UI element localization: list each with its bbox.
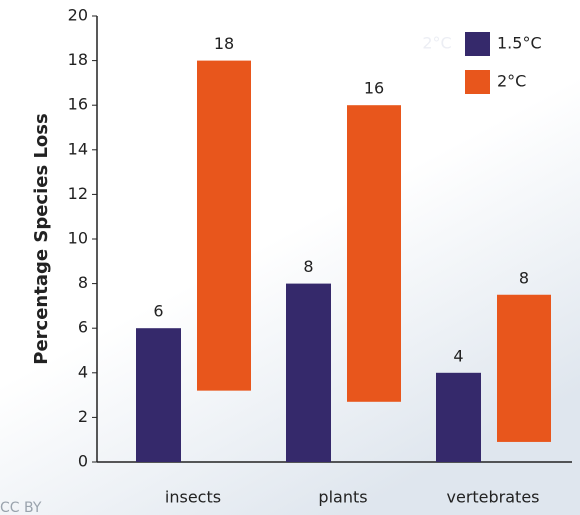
y-tick-label: 4 [78, 362, 88, 381]
data-label: 18 [214, 34, 234, 53]
bar [286, 284, 331, 462]
y-axis-label: Percentage Species Loss [31, 113, 52, 364]
data-label: 8 [519, 268, 529, 287]
bar [436, 373, 481, 462]
y-tick-label: 8 [78, 273, 88, 292]
legend-label: 2°C [497, 72, 526, 91]
bar [347, 105, 401, 402]
y-tick-label: 14 [68, 139, 88, 158]
legend-label: 1.5°C [497, 34, 542, 53]
bar [497, 295, 551, 442]
chart: Percentage Species Loss 2°C CC BY 0 2 4 6 8 1… [0, 0, 580, 515]
x-tick-label: insects [165, 488, 221, 507]
x-tick-label: vertebrates [447, 488, 540, 507]
legend-swatch [465, 32, 490, 56]
bar [136, 328, 181, 462]
bar [197, 61, 251, 391]
y-tick-label: 2 [78, 407, 88, 426]
y-tick-label: 12 [68, 184, 88, 203]
y-tick-label: 6 [78, 318, 88, 337]
x-tick-label: plants [318, 488, 367, 507]
annotation: CC BY [0, 500, 42, 515]
annotation: 2°C [422, 34, 451, 53]
legend-swatch [465, 70, 490, 94]
y-tick-label: 10 [68, 229, 88, 248]
y-tick-label: 0 [78, 452, 88, 471]
data-label: 8 [303, 257, 313, 276]
y-tick-label: 20 [68, 6, 88, 25]
y-tick-label: 16 [68, 95, 88, 114]
y-tick-label: 18 [68, 50, 88, 69]
data-label: 4 [453, 346, 463, 365]
data-label: 6 [153, 302, 163, 321]
data-label: 16 [364, 79, 384, 98]
